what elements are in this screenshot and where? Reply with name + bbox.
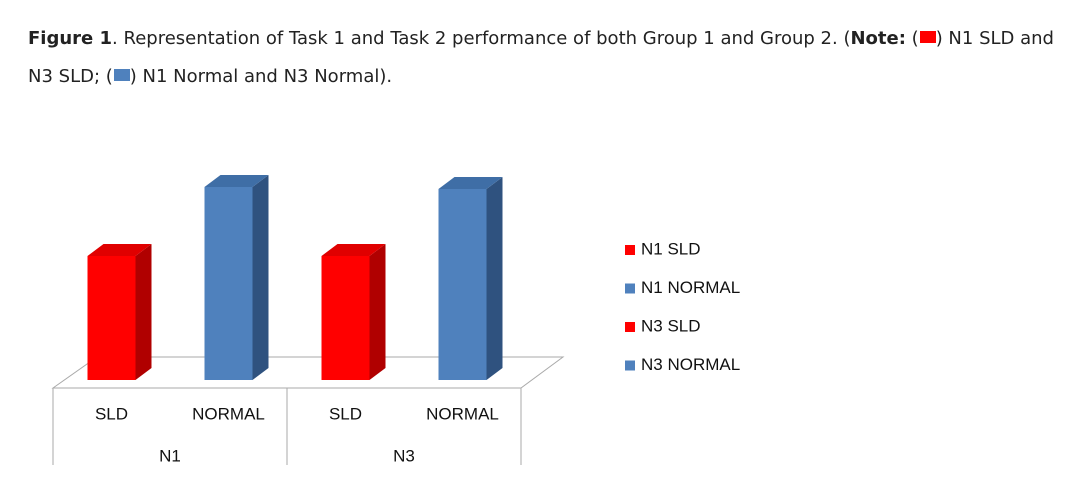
caption-swatch bbox=[919, 31, 936, 43]
legend-label: N3 NORMAL bbox=[641, 355, 740, 374]
legend-swatch bbox=[625, 322, 635, 332]
floor bbox=[51, 356, 565, 389]
bar-top bbox=[204, 175, 269, 187]
bar-top bbox=[321, 244, 386, 256]
legend-swatch bbox=[625, 360, 635, 371]
group-label: N3 bbox=[393, 446, 415, 465]
x-tick-label: NORMAL bbox=[426, 404, 499, 423]
bar-side bbox=[252, 175, 269, 380]
caption-part: . Representation of Task 1 and Task 2 pe… bbox=[112, 28, 851, 49]
bar bbox=[204, 187, 253, 380]
bar-top bbox=[438, 177, 503, 189]
legend-swatch bbox=[625, 245, 635, 255]
bar bbox=[438, 189, 487, 380]
bar bbox=[87, 256, 136, 380]
caption-swatch bbox=[113, 69, 130, 81]
legend-swatch bbox=[625, 283, 635, 294]
caption-part: ) N1 Normal and N3 Normal). bbox=[129, 66, 393, 87]
legend-label: N3 SLD bbox=[641, 316, 701, 335]
caption: Figure 1. Representation of Task 1 and T… bbox=[28, 20, 1058, 96]
legend-label: N1 SLD bbox=[641, 239, 701, 258]
caption-part: ) N1 SLD and N3 SLD; ( bbox=[28, 28, 1054, 87]
bar-side bbox=[135, 244, 152, 380]
bar-top bbox=[87, 244, 152, 256]
caption-part: Figure 1 bbox=[28, 28, 113, 49]
bar-side bbox=[486, 177, 503, 380]
caption-part: ( bbox=[905, 28, 919, 49]
bar bbox=[321, 256, 370, 380]
bar-side bbox=[369, 244, 386, 380]
caption-part: Note: bbox=[850, 28, 906, 49]
x-tick-label: SLD bbox=[329, 404, 362, 423]
x-tick-label: SLD bbox=[95, 404, 128, 423]
x-tick-label: NORMAL bbox=[192, 404, 265, 423]
group-label: N1 bbox=[159, 446, 181, 465]
legend-label: N1 NORMAL bbox=[641, 278, 740, 297]
